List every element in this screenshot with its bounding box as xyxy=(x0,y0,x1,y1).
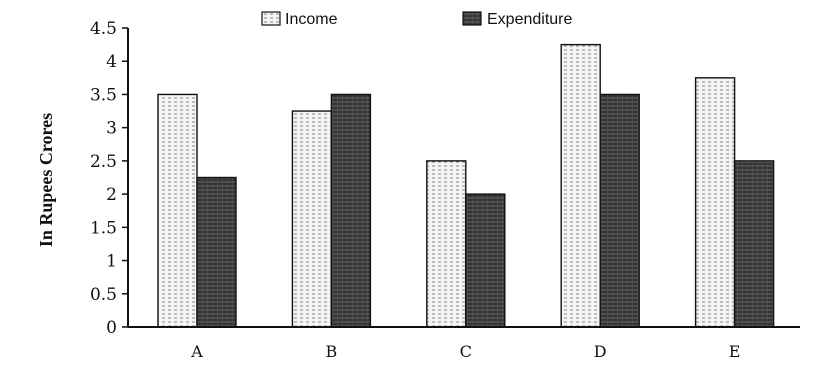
bar-expenditure-a xyxy=(196,176,237,328)
bar-income-b xyxy=(291,110,333,328)
bar-expenditure-d xyxy=(599,93,640,328)
y-tick-label: 4 xyxy=(106,52,117,72)
x-category-label: B xyxy=(326,342,338,361)
legend-swatch-expenditure xyxy=(462,11,482,26)
bar-expenditure-b xyxy=(330,93,372,328)
x-categories-layer: A B C D E xyxy=(190,342,740,361)
y-axis-title: In Rupees Crores xyxy=(36,113,56,247)
y-tick-label: 3.5 xyxy=(90,85,117,105)
y-tick-label: 0.5 xyxy=(90,285,117,305)
bar-expenditure-c xyxy=(465,193,506,328)
bars-layer xyxy=(157,43,775,328)
y-tick-label: 3 xyxy=(106,119,117,139)
y-tick-label: 1 xyxy=(106,252,117,272)
bar-expenditure-e xyxy=(733,160,775,328)
legend-swatch-income xyxy=(261,11,281,26)
x-category-label: D xyxy=(594,342,607,361)
bar-income-d xyxy=(560,43,601,328)
y-tick-label: 2.5 xyxy=(90,152,117,172)
legend-label-income: Income xyxy=(285,11,338,28)
bar-income-e xyxy=(694,77,736,328)
x-category-label: E xyxy=(729,342,741,361)
y-tick-label: 0 xyxy=(106,318,117,338)
axes-layer xyxy=(127,28,800,328)
bar-income-a xyxy=(157,93,198,328)
legend: Income Expenditure xyxy=(261,11,572,28)
bar-income-c xyxy=(426,160,467,328)
y-tick-label: 2 xyxy=(106,185,117,205)
x-category-label: A xyxy=(190,342,203,361)
y-ticks-layer: 0 0.5 1 1.5 2 2.5 3 3.5 4 4.5 xyxy=(90,19,128,338)
x-category-label: C xyxy=(460,342,472,361)
y-tick-label: 4.5 xyxy=(90,19,117,39)
y-tick-label: 1.5 xyxy=(90,218,117,238)
legend-label-expenditure: Expenditure xyxy=(487,11,572,28)
